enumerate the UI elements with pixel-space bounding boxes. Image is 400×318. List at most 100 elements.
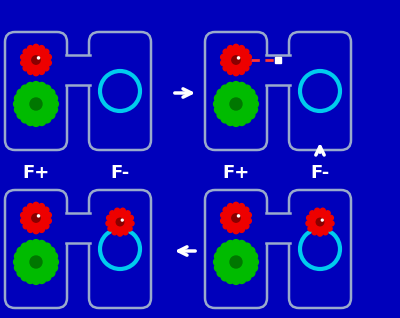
Circle shape (233, 202, 239, 208)
Circle shape (50, 100, 58, 108)
Circle shape (14, 252, 22, 260)
Circle shape (110, 211, 115, 216)
Circle shape (214, 252, 222, 260)
Circle shape (47, 89, 55, 97)
Circle shape (228, 69, 233, 74)
Circle shape (325, 211, 330, 216)
Circle shape (38, 215, 40, 217)
Circle shape (21, 115, 29, 123)
Circle shape (312, 230, 317, 235)
Circle shape (214, 264, 222, 272)
Circle shape (238, 117, 246, 126)
Circle shape (43, 115, 51, 123)
Circle shape (230, 98, 242, 110)
Circle shape (28, 227, 33, 232)
Text: F+: F+ (22, 164, 50, 182)
Circle shape (106, 221, 111, 226)
Circle shape (239, 69, 244, 74)
Circle shape (121, 219, 123, 221)
Circle shape (32, 276, 40, 284)
Circle shape (39, 204, 44, 209)
Circle shape (220, 88, 252, 120)
FancyBboxPatch shape (89, 190, 151, 308)
Circle shape (223, 207, 229, 213)
Circle shape (26, 82, 34, 91)
Circle shape (232, 118, 240, 126)
Circle shape (246, 60, 251, 66)
Circle shape (250, 106, 258, 114)
Circle shape (14, 100, 22, 108)
Circle shape (232, 276, 240, 284)
Circle shape (14, 258, 22, 266)
Circle shape (110, 212, 130, 232)
Circle shape (217, 111, 225, 119)
Circle shape (20, 88, 52, 120)
Bar (65, 213, 91, 243)
Circle shape (221, 85, 229, 93)
Circle shape (221, 218, 226, 224)
Circle shape (17, 247, 25, 255)
Circle shape (46, 218, 51, 224)
FancyBboxPatch shape (205, 32, 267, 150)
Circle shape (233, 44, 239, 50)
Circle shape (239, 204, 244, 209)
Circle shape (108, 226, 113, 231)
Circle shape (14, 94, 22, 102)
FancyBboxPatch shape (205, 190, 267, 308)
Circle shape (238, 240, 246, 248)
Circle shape (307, 215, 312, 220)
Circle shape (17, 89, 25, 97)
Circle shape (228, 227, 233, 232)
Circle shape (250, 252, 258, 260)
Circle shape (26, 117, 34, 126)
Circle shape (217, 247, 225, 255)
Circle shape (21, 218, 26, 224)
Circle shape (228, 45, 233, 51)
Circle shape (46, 60, 51, 66)
Circle shape (47, 111, 55, 119)
Circle shape (17, 269, 25, 277)
Circle shape (223, 65, 229, 71)
Circle shape (310, 211, 315, 216)
Circle shape (23, 207, 29, 213)
Circle shape (221, 115, 229, 123)
Text: F-: F- (110, 164, 130, 182)
Circle shape (39, 45, 44, 51)
Circle shape (327, 226, 332, 231)
Circle shape (243, 243, 251, 251)
Circle shape (30, 98, 42, 110)
Circle shape (217, 89, 225, 97)
Circle shape (32, 118, 40, 126)
Circle shape (223, 49, 229, 55)
Circle shape (214, 94, 222, 102)
FancyBboxPatch shape (5, 190, 67, 308)
Circle shape (323, 230, 328, 235)
Circle shape (43, 65, 49, 71)
FancyBboxPatch shape (289, 32, 351, 150)
Circle shape (246, 218, 251, 224)
FancyBboxPatch shape (5, 32, 67, 150)
Circle shape (243, 65, 249, 71)
Circle shape (38, 117, 46, 126)
Text: F-: F- (310, 164, 330, 182)
Circle shape (21, 212, 26, 218)
Circle shape (250, 94, 258, 102)
Circle shape (315, 208, 320, 213)
Circle shape (21, 54, 26, 60)
Circle shape (239, 227, 244, 232)
Circle shape (221, 273, 229, 281)
Bar (265, 55, 291, 85)
Circle shape (38, 57, 40, 59)
Circle shape (14, 106, 22, 114)
Circle shape (39, 227, 44, 232)
Bar (65, 55, 91, 85)
Circle shape (232, 239, 240, 248)
Circle shape (43, 243, 51, 251)
Circle shape (238, 82, 246, 91)
Circle shape (33, 228, 39, 234)
Circle shape (23, 65, 29, 71)
Circle shape (38, 275, 46, 284)
Circle shape (310, 212, 330, 232)
Circle shape (21, 85, 29, 93)
Circle shape (21, 60, 26, 66)
